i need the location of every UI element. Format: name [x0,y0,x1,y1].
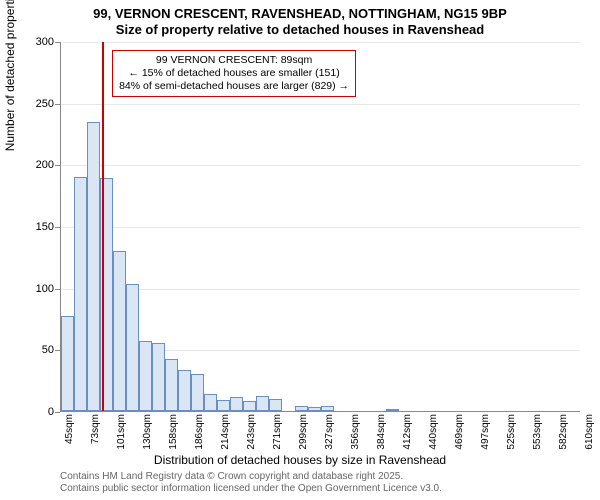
histogram-bar [152,343,165,411]
x-tick-label: 101sqm [116,414,127,454]
x-tick-label: 384sqm [376,414,387,454]
x-tick-label: 440sqm [428,414,439,454]
histogram-bar [74,177,87,411]
gridline [61,227,580,228]
x-tick-label: 525sqm [506,414,517,454]
histogram-bar [178,370,191,411]
y-tick [55,412,60,413]
y-tick-label: 200 [14,159,54,171]
chart-container: 99, VERNON CRESCENT, RAVENSHEAD, NOTTING… [0,0,600,500]
histogram-bar [243,401,256,411]
chart-title-line2: Size of property relative to detached ho… [0,22,600,37]
histogram-bar [113,251,126,411]
y-tick-label: 150 [14,221,54,233]
histogram-bar [191,374,204,411]
histogram-bar [386,409,399,411]
x-axis-label: Distribution of detached houses by size … [0,453,600,467]
histogram-bar [321,406,334,411]
histogram-bar [269,399,282,411]
histogram-bar [61,316,74,411]
histogram-bar [295,406,308,411]
x-tick-label: 582sqm [558,414,569,454]
annotation-line3: 84% of semi-detached houses are larger (… [119,80,349,93]
histogram-bar [126,284,139,411]
x-tick-label: 73sqm [90,414,101,454]
attribution-text: Contains HM Land Registry data © Crown c… [60,471,442,494]
attribution-line1: Contains HM Land Registry data © Crown c… [60,471,442,483]
plot-area: 99 VERNON CRESCENT: 89sqm ← 15% of detac… [60,42,580,412]
y-tick-label: 100 [14,283,54,295]
x-tick-label: 243sqm [246,414,257,454]
x-tick-label: 158sqm [168,414,179,454]
x-tick-label: 130sqm [142,414,153,454]
x-tick-label: 610sqm [584,414,595,454]
histogram-bar [165,359,178,411]
subject-marker-line [102,42,104,411]
x-tick-label: 299sqm [298,414,309,454]
x-tick-label: 214sqm [220,414,231,454]
x-tick-label: 412sqm [402,414,413,454]
gridline [61,165,580,166]
annotation-line1: 99 VERNON CRESCENT: 89sqm [119,54,349,67]
histogram-bar [308,407,321,411]
x-tick-label: 553sqm [532,414,543,454]
attribution-line2: Contains public sector information licen… [60,483,442,495]
gridline [61,42,580,43]
chart-title-line1: 99, VERNON CRESCENT, RAVENSHEAD, NOTTING… [0,6,600,21]
y-tick-label: 50 [14,344,54,356]
x-tick-label: 45sqm [64,414,75,454]
histogram-bar [256,396,269,411]
y-tick-label: 300 [14,36,54,48]
histogram-bar [204,394,217,411]
annotation-line2: ← 15% of detached houses are smaller (15… [119,67,349,80]
histogram-bar [87,122,100,411]
x-tick-label: 469sqm [454,414,465,454]
annotation-box: 99 VERNON CRESCENT: 89sqm ← 15% of detac… [112,50,356,97]
x-tick-label: 356sqm [350,414,361,454]
x-tick-label: 271sqm [272,414,283,454]
x-tick-label: 186sqm [194,414,205,454]
histogram-bar [139,341,152,411]
y-axis-label: Number of detached properties [3,0,17,151]
gridline [61,104,580,105]
x-tick-label: 327sqm [324,414,335,454]
y-tick-label: 0 [14,406,54,418]
histogram-bar [217,400,230,411]
histogram-bar [230,397,243,411]
x-tick-label: 497sqm [480,414,491,454]
y-tick-label: 250 [14,98,54,110]
